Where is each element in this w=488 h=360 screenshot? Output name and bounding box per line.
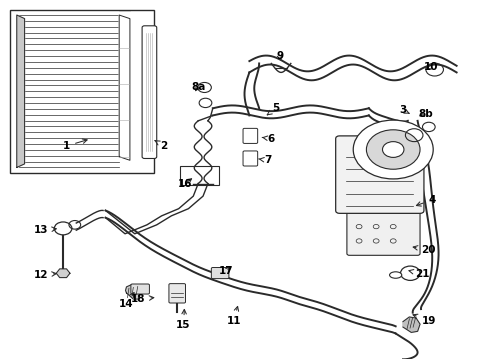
FancyBboxPatch shape (168, 284, 185, 303)
Text: 1: 1 (63, 139, 87, 151)
Text: 7: 7 (258, 155, 271, 165)
FancyBboxPatch shape (142, 26, 157, 158)
Polygon shape (125, 285, 140, 299)
FancyBboxPatch shape (243, 129, 257, 143)
Text: 8b: 8b (418, 109, 432, 119)
Text: 9: 9 (276, 51, 283, 61)
Text: 10: 10 (423, 62, 437, 72)
Polygon shape (56, 269, 70, 278)
FancyBboxPatch shape (346, 209, 419, 255)
Text: 16: 16 (178, 179, 192, 189)
Text: 3: 3 (398, 105, 408, 115)
FancyBboxPatch shape (243, 151, 257, 166)
Text: 5: 5 (266, 103, 279, 115)
Text: 19: 19 (412, 314, 435, 325)
Text: 15: 15 (176, 310, 190, 330)
FancyBboxPatch shape (211, 267, 228, 279)
Text: 8a: 8a (191, 82, 205, 92)
Text: 20: 20 (412, 245, 435, 255)
Text: 17: 17 (218, 266, 233, 276)
Text: 4: 4 (416, 195, 435, 206)
Ellipse shape (389, 272, 401, 278)
Circle shape (366, 130, 419, 169)
Text: 13: 13 (33, 225, 56, 235)
Bar (180, 166, 219, 185)
Circle shape (382, 141, 403, 157)
Bar (10, 10, 154, 173)
Text: 11: 11 (226, 306, 241, 325)
FancyBboxPatch shape (335, 136, 423, 213)
Text: 14: 14 (119, 293, 134, 309)
Text: 21: 21 (408, 269, 429, 279)
Polygon shape (119, 15, 130, 160)
Polygon shape (402, 317, 419, 332)
Circle shape (352, 120, 432, 179)
Text: 6: 6 (262, 134, 274, 144)
FancyBboxPatch shape (131, 284, 149, 294)
Text: 12: 12 (33, 270, 56, 280)
Text: 18: 18 (131, 294, 153, 304)
Polygon shape (17, 15, 24, 167)
Text: 2: 2 (155, 141, 167, 151)
